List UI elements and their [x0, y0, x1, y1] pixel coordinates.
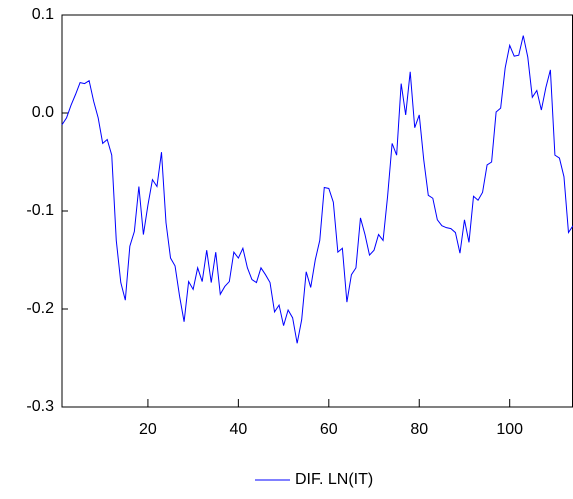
y-tick-label: -0.2 [26, 300, 54, 317]
data-line [61, 35, 573, 344]
y-tick-label: 0.1 [32, 6, 54, 23]
y-tick-label: 0.0 [32, 104, 54, 121]
x-tick-label: 80 [410, 421, 428, 438]
y-tick-label: -0.1 [26, 202, 54, 219]
x-tick-label: 100 [496, 421, 523, 438]
legend-label: DIF. LN(IT) [295, 471, 373, 488]
y-tick-label: -0.3 [26, 398, 54, 415]
x-tick-label: 60 [320, 421, 338, 438]
x-tick-label: 40 [229, 421, 247, 438]
plot-frame [61, 14, 573, 408]
x-tick-label: 20 [139, 421, 157, 438]
